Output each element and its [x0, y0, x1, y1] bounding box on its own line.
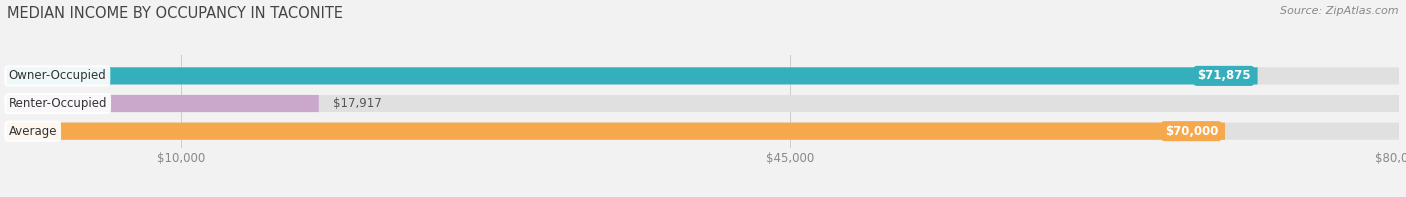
- FancyBboxPatch shape: [7, 95, 1399, 112]
- Text: $71,875: $71,875: [1197, 69, 1251, 82]
- Text: Renter-Occupied: Renter-Occupied: [8, 97, 107, 110]
- Text: $17,917: $17,917: [333, 97, 381, 110]
- FancyBboxPatch shape: [7, 123, 1399, 140]
- Text: $70,000: $70,000: [1164, 125, 1218, 138]
- FancyBboxPatch shape: [7, 95, 319, 112]
- FancyBboxPatch shape: [7, 67, 1257, 85]
- Text: MEDIAN INCOME BY OCCUPANCY IN TACONITE: MEDIAN INCOME BY OCCUPANCY IN TACONITE: [7, 6, 343, 21]
- Text: Owner-Occupied: Owner-Occupied: [8, 69, 107, 82]
- FancyBboxPatch shape: [7, 67, 1399, 85]
- Text: Average: Average: [8, 125, 56, 138]
- FancyBboxPatch shape: [7, 123, 1225, 140]
- Text: Source: ZipAtlas.com: Source: ZipAtlas.com: [1281, 6, 1399, 16]
